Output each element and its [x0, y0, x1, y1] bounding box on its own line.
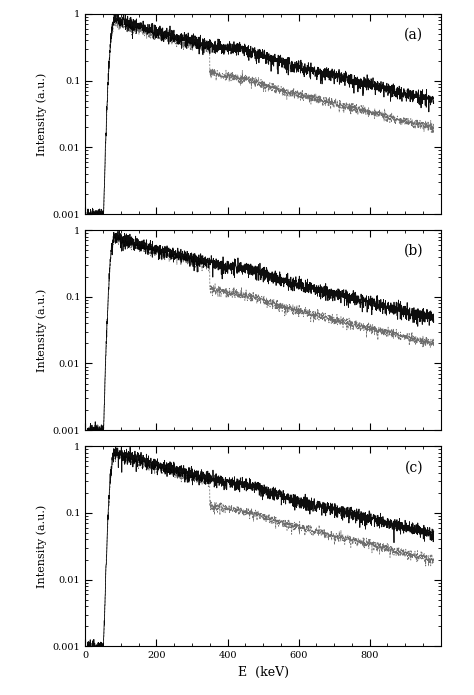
Y-axis label: Intensity (a.u.): Intensity (a.u.) — [36, 72, 47, 156]
Y-axis label: Intensity (a.u.): Intensity (a.u.) — [36, 288, 47, 372]
X-axis label: E  (keV): E (keV) — [237, 666, 289, 679]
Text: (b): (b) — [403, 244, 423, 258]
Y-axis label: Intensity (a.u.): Intensity (a.u.) — [36, 505, 47, 588]
Text: (a): (a) — [404, 28, 423, 42]
Text: (c): (c) — [404, 460, 423, 474]
